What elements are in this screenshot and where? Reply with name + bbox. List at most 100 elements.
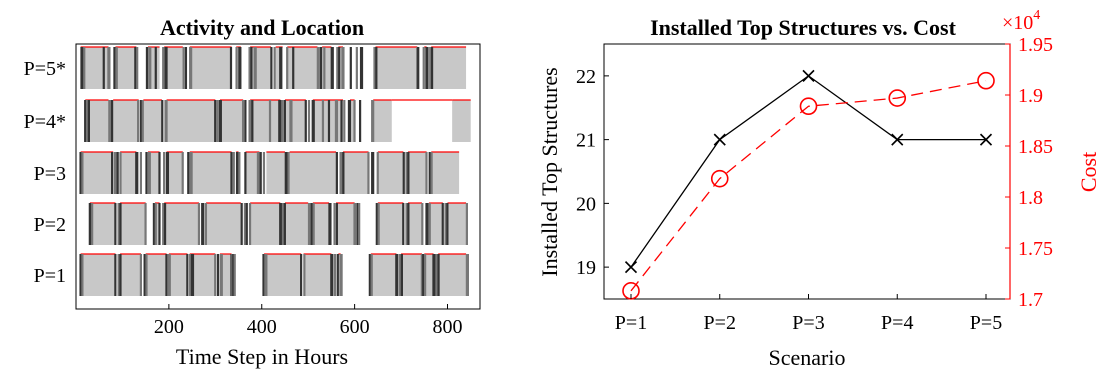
active-segment (115, 47, 137, 89)
activity-mark (341, 47, 345, 89)
activity-mark (148, 47, 152, 89)
activity-mark (111, 100, 114, 142)
activity-x-axis-label: Time Step in Hours (176, 344, 348, 369)
active-segment (438, 254, 467, 296)
cost-point (710, 169, 729, 188)
activity-mark (137, 100, 140, 142)
structures-y-tick-label: 19 (576, 257, 596, 279)
activity-chart-title: Activity and Location (160, 15, 364, 40)
activity-mark (251, 100, 254, 142)
active-segment (145, 254, 167, 296)
active-segment (284, 203, 309, 245)
activity-mark (355, 47, 358, 89)
activity-mark (241, 100, 245, 142)
active-segment (408, 152, 427, 194)
active-segment (408, 203, 422, 245)
activity-mark (164, 100, 168, 142)
activity-mark (353, 100, 356, 142)
activity-mark (425, 47, 429, 89)
activity-mark (216, 100, 219, 142)
activity-mark (375, 203, 379, 245)
structures-point (979, 133, 993, 146)
activity-mark (116, 152, 119, 194)
activity-mark (367, 152, 370, 194)
activity-mark (424, 254, 427, 296)
activity-row (80, 46, 467, 89)
activity-mark (238, 47, 242, 89)
activity-mark (259, 152, 262, 194)
activity-mark (377, 203, 380, 245)
active-segment (154, 203, 160, 245)
structures-y-tick-label: 20 (576, 193, 596, 215)
active-segment (431, 47, 467, 89)
cost-point (977, 71, 995, 90)
activity-mark (79, 152, 83, 194)
activity-x-tick-label: 400 (247, 316, 277, 338)
activity-mark (163, 203, 167, 245)
activity-mark (307, 203, 312, 245)
activity-mark (244, 152, 247, 194)
structures-y-axis-label: Installed Top Structures (537, 67, 562, 276)
activity-mark (161, 100, 164, 142)
structures-line (630, 75, 986, 268)
activity-mark (465, 203, 468, 245)
active-segment (166, 152, 183, 194)
activity-mark (336, 254, 339, 296)
activity-mark (218, 100, 222, 142)
activity-x-tick-label: 800 (432, 316, 462, 338)
activity-mark (422, 47, 425, 89)
activity-mark (158, 152, 161, 194)
active-segment (447, 203, 467, 245)
activity-mark (84, 100, 88, 142)
activity-row-label: P=2 (34, 214, 66, 236)
active-segment (424, 254, 434, 296)
activity-mark (114, 254, 117, 296)
structures-cost-chart-title: Installed Top Structures vs. Cost (650, 15, 956, 40)
activity-mark (284, 152, 288, 194)
structures-y-tick-label: 22 (576, 66, 596, 88)
activity-mark (235, 47, 238, 89)
activity-mark (273, 47, 276, 89)
activity-mark (359, 47, 364, 89)
activity-mark (311, 100, 315, 142)
activity-mark (405, 152, 409, 194)
activity-mark (80, 47, 84, 89)
activity-mark (425, 203, 429, 245)
activity-mark (358, 100, 362, 142)
activity-mark (113, 152, 118, 194)
activity-mark (186, 254, 189, 296)
active-segment (89, 203, 116, 245)
active-segment (431, 152, 460, 194)
activity-mark (165, 254, 168, 296)
activity-mark (338, 47, 341, 89)
activity-row-label: P=5* (24, 58, 66, 80)
active-segment (338, 47, 344, 89)
activity-mark (395, 254, 399, 296)
activity-mark (204, 203, 208, 245)
activity-x-tick-label: 200 (154, 316, 184, 338)
active-segment (428, 203, 443, 245)
activity-mark (400, 254, 403, 296)
structures-cost-chart: Installed Top Structures vs. Cost ×104 P… (537, 8, 1101, 370)
active-segment (147, 47, 160, 89)
activity-mark (264, 254, 268, 296)
activity-mark (164, 47, 168, 89)
activity-mark (328, 203, 332, 245)
active-segment (189, 152, 232, 194)
activity-mark (373, 47, 376, 89)
activity-mark (83, 47, 86, 89)
activity-mark (158, 203, 161, 245)
activity-mark (190, 254, 195, 296)
structures-y-tick-label: 21 (576, 130, 596, 152)
activity-mark (339, 254, 343, 296)
active-segment (120, 254, 142, 296)
cost-line (630, 80, 987, 292)
active-segment (452, 100, 471, 142)
activity-mark (145, 152, 148, 194)
activity-mark (144, 203, 147, 245)
cost-multiplier-label: ×104 (1002, 8, 1040, 34)
activity-mark (335, 152, 338, 194)
activity-mark (281, 203, 285, 245)
structures-cost-ticks: P=1 P=2 P=3 P=4 P=5 19 20 21 22 1.7 1.75 1.8 1.85 1.9… (576, 34, 1053, 334)
active-segment (166, 100, 216, 142)
